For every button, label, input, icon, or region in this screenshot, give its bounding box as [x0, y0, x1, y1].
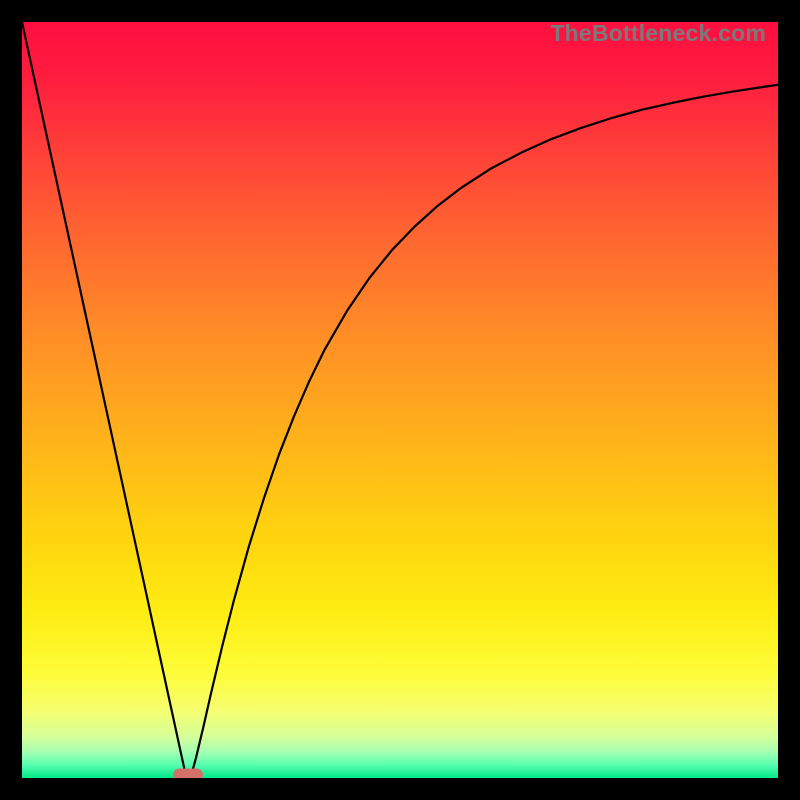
chart-frame: TheBottleneck.com: [0, 0, 800, 800]
bottleneck-curve: [22, 22, 778, 778]
plot-area: TheBottleneck.com: [22, 22, 778, 778]
minimum-marker: [173, 768, 203, 778]
